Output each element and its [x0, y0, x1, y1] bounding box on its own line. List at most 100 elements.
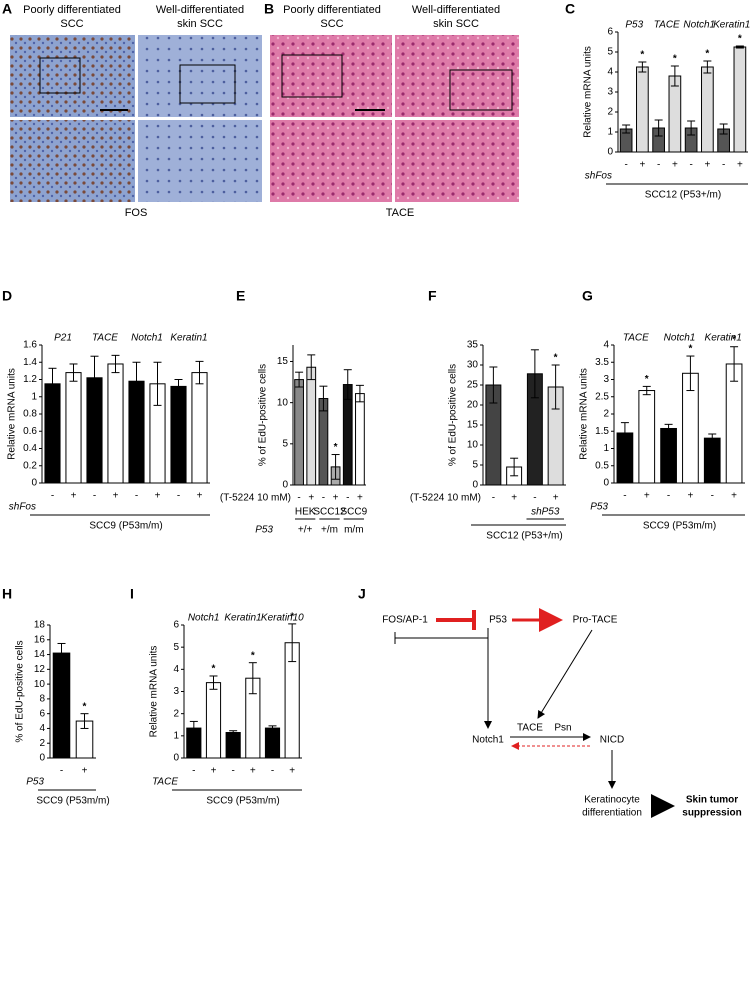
y-tick-label: 10 [467, 440, 479, 451]
y-tick-label: 0 [31, 478, 37, 489]
x-tick-label: - [297, 493, 300, 504]
micrograph [138, 120, 262, 202]
cell-line-label: SCC9 (P53m/m) [643, 521, 716, 532]
x-tick-label: + [357, 493, 363, 504]
error-bar [622, 124, 631, 134]
image-title: SCC [320, 18, 343, 30]
error-bar [664, 423, 673, 434]
y-tick-label: 2 [607, 107, 613, 118]
y-tick-label: 16 [34, 634, 46, 645]
error-bar [209, 675, 218, 690]
y-tick-label: 0 [603, 478, 609, 489]
error-bar [638, 61, 647, 73]
micrograph [270, 120, 392, 202]
panel-label: F [428, 288, 437, 304]
row-label: P53 [255, 525, 273, 536]
arrow [537, 629, 593, 719]
cell-line-label: SCC12 (P53+/m) [645, 190, 721, 201]
y-tick-label: 5 [472, 460, 478, 471]
group-label: shP53 [531, 507, 560, 518]
x-tick-label: - [322, 493, 325, 504]
x-tick-label: - [623, 491, 626, 502]
inset-box [449, 69, 513, 111]
y-tick-label: 0.6 [23, 426, 37, 437]
y-axis-label: Relative mRNA units [7, 368, 18, 460]
y-tick-label: 5 [173, 642, 179, 653]
panel-label: D [2, 288, 12, 304]
x-tick-label: - [192, 766, 195, 777]
y-tick-label: 0 [472, 480, 478, 491]
error-bar [687, 120, 696, 136]
error-bar [620, 422, 629, 444]
x-tick-label: - [60, 766, 63, 777]
panel-label: B [264, 1, 274, 17]
node-label: differentiation [582, 808, 642, 819]
row-label: P53 [590, 502, 608, 513]
micrograph [395, 120, 519, 202]
node-label: suppression [682, 808, 741, 819]
x-tick-label: - [346, 493, 349, 504]
y-tick-label: 0 [39, 753, 45, 764]
panel-label: J [358, 586, 366, 602]
node-label: FOS/AP-1 [382, 615, 428, 626]
panel-label: E [236, 288, 245, 304]
error-bar [174, 379, 183, 394]
y-tick-label: 10 [34, 679, 46, 690]
y-tick-label: 2 [39, 738, 45, 749]
node-label: Psn [554, 723, 571, 734]
error-bar [331, 454, 340, 480]
panel-label: G [582, 288, 593, 304]
group-label: TACE [654, 20, 680, 31]
bar [318, 398, 329, 486]
x-tick-label: + [113, 491, 119, 502]
bar [725, 363, 743, 484]
micrograph [270, 35, 392, 117]
y-tick-label: 0 [282, 480, 288, 491]
significance: * [334, 442, 338, 453]
panel-label: C [565, 1, 575, 17]
x-tick-label: - [51, 491, 54, 502]
y-tick-label: 0 [607, 147, 613, 158]
y-tick-label: 25 [467, 380, 479, 391]
x-tick-label: - [93, 491, 96, 502]
error-bar [654, 119, 663, 137]
y-tick-label: 10 [277, 397, 289, 408]
bar [205, 682, 222, 759]
x-tick-label: + [644, 491, 650, 502]
error-bar [642, 385, 651, 396]
inset-box [281, 54, 343, 98]
row-label: shFos [585, 171, 612, 182]
x-tick-label: + [155, 491, 161, 502]
error-bar [248, 662, 257, 695]
node-label: Skin tumor [686, 795, 738, 806]
error-bar [111, 354, 120, 374]
micrograph [138, 35, 262, 117]
y-tick-label: 4 [603, 340, 609, 351]
x-tick-label: + [704, 160, 710, 171]
x-tick-label: - [231, 766, 234, 777]
y-axis-label: Relative mRNA units [583, 46, 594, 138]
y-tick-label: 0.5 [595, 460, 609, 471]
y-tick-label: 6 [173, 620, 179, 631]
node-label: NICD [600, 735, 624, 746]
treatment-label: (T-5224 10 mM) [220, 493, 291, 504]
group-label: Keratin1 [705, 333, 742, 344]
error-bar [530, 349, 539, 399]
error-bar [319, 385, 328, 412]
error-bar [295, 371, 304, 388]
y-tick-label: 0.4 [23, 443, 37, 454]
y-tick-label: 35 [467, 340, 479, 351]
y-tick-label: 0 [173, 753, 179, 764]
significance: * [673, 54, 677, 65]
significance: * [640, 50, 644, 61]
significance: * [212, 664, 216, 675]
error-bar [489, 366, 498, 404]
group-label: Keratin1 [224, 613, 261, 624]
y-tick-label: 2 [173, 708, 179, 719]
x-tick-label: + [511, 493, 517, 504]
error-bar [343, 369, 352, 400]
row-label: TACE [152, 777, 178, 788]
error-bar [719, 123, 728, 135]
error-bar [307, 354, 316, 381]
group-label: SCC9 [340, 507, 367, 518]
